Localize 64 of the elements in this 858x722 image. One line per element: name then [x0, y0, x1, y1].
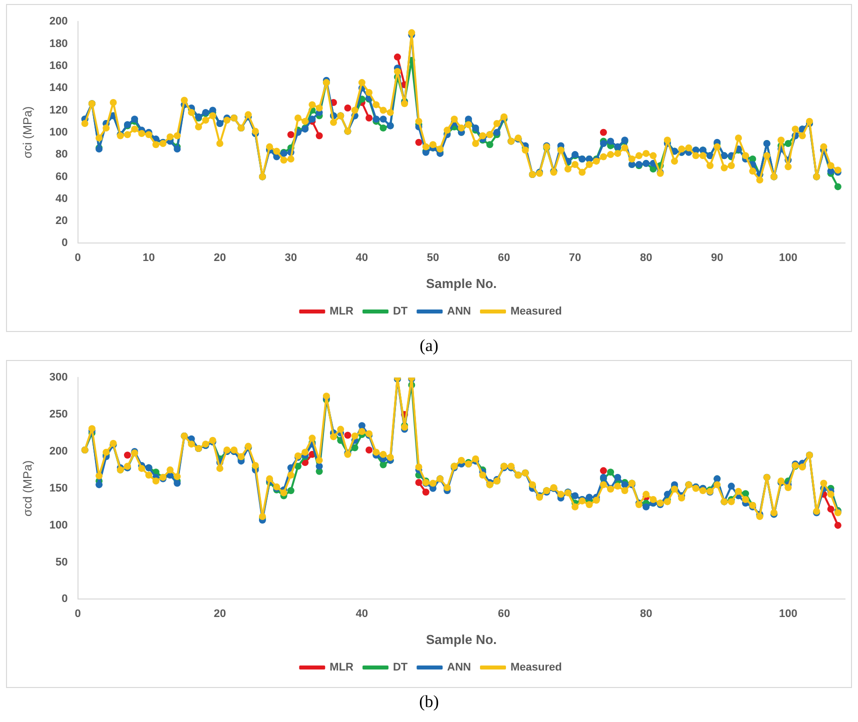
x-tick-label: 70	[568, 252, 582, 264]
y-tick-label: 150	[49, 482, 68, 494]
x-tick-label: 20	[214, 252, 226, 264]
x-tick-label: 0	[74, 608, 81, 620]
y-tick-label: 180	[49, 38, 68, 50]
x-tick-label: 0	[74, 252, 81, 264]
y-tick-label: 50	[56, 556, 68, 568]
legend-label: Measured	[510, 662, 562, 674]
point	[600, 467, 607, 474]
y-tick-label: 0	[62, 593, 68, 606]
legend-label: MLR	[330, 662, 354, 674]
point	[600, 128, 607, 136]
point	[827, 506, 834, 513]
y-tick-label: 200	[49, 16, 68, 28]
legend-label: Measured	[510, 306, 562, 318]
x-tick-label: 20	[214, 608, 226, 620]
x-tick-label: 80	[640, 608, 652, 620]
x-axis-title: Sample No.	[426, 276, 497, 291]
point	[834, 522, 842, 529]
x-tick-label: 10	[142, 252, 155, 264]
y-tick-label: 120	[49, 104, 68, 116]
x-tick-label: 40	[356, 252, 368, 264]
point	[287, 131, 294, 138]
y-tick-label: 60	[56, 170, 68, 183]
x-tick-label: 30	[284, 252, 297, 264]
text: (b)	[418, 692, 440, 712]
x-tick-label: 60	[498, 608, 510, 620]
x-tick-label: 60	[498, 252, 510, 264]
y-tick-label: 100	[49, 519, 68, 532]
y-tick-label: 200	[49, 446, 68, 458]
x-tick-label: 80	[640, 252, 652, 264]
x-tick-label: 90	[711, 252, 724, 264]
x-tick-label: 50	[426, 252, 440, 264]
x-tick-label: 100	[778, 252, 798, 264]
point	[415, 478, 422, 486]
y-tick-label: 80	[56, 148, 68, 161]
legend-label: DT	[392, 306, 408, 318]
point	[344, 432, 352, 439]
y-tick-label: 0	[62, 237, 68, 250]
point	[366, 446, 373, 454]
y-tick-label: 160	[49, 60, 68, 72]
legend-label: ANN	[447, 306, 472, 318]
y-tick-label: 140	[49, 82, 68, 94]
point	[422, 488, 430, 496]
legend-label: MLR	[330, 306, 354, 318]
y-tick-label: 100	[49, 126, 68, 138]
y-axis-title: σci (MPa)	[20, 106, 35, 158]
y-tick-label: 40	[56, 192, 68, 205]
point	[366, 114, 373, 122]
x-axis-title: Sample No.	[426, 632, 497, 647]
y-tick-label: 250	[49, 408, 68, 421]
point	[344, 104, 352, 112]
y-axis-title: σcd (MPa)	[20, 460, 35, 516]
point	[415, 138, 422, 146]
point	[394, 54, 401, 61]
legend-label: DT	[392, 662, 408, 674]
x-tick-label: 40	[356, 608, 368, 620]
y-tick-label: 300	[49, 372, 68, 384]
y-tick-label: 20	[56, 215, 68, 228]
point	[316, 132, 323, 140]
x-tick-label: 100	[778, 608, 798, 620]
text: (a)	[418, 336, 440, 356]
point	[124, 452, 131, 459]
legend-label: ANN	[447, 662, 472, 674]
